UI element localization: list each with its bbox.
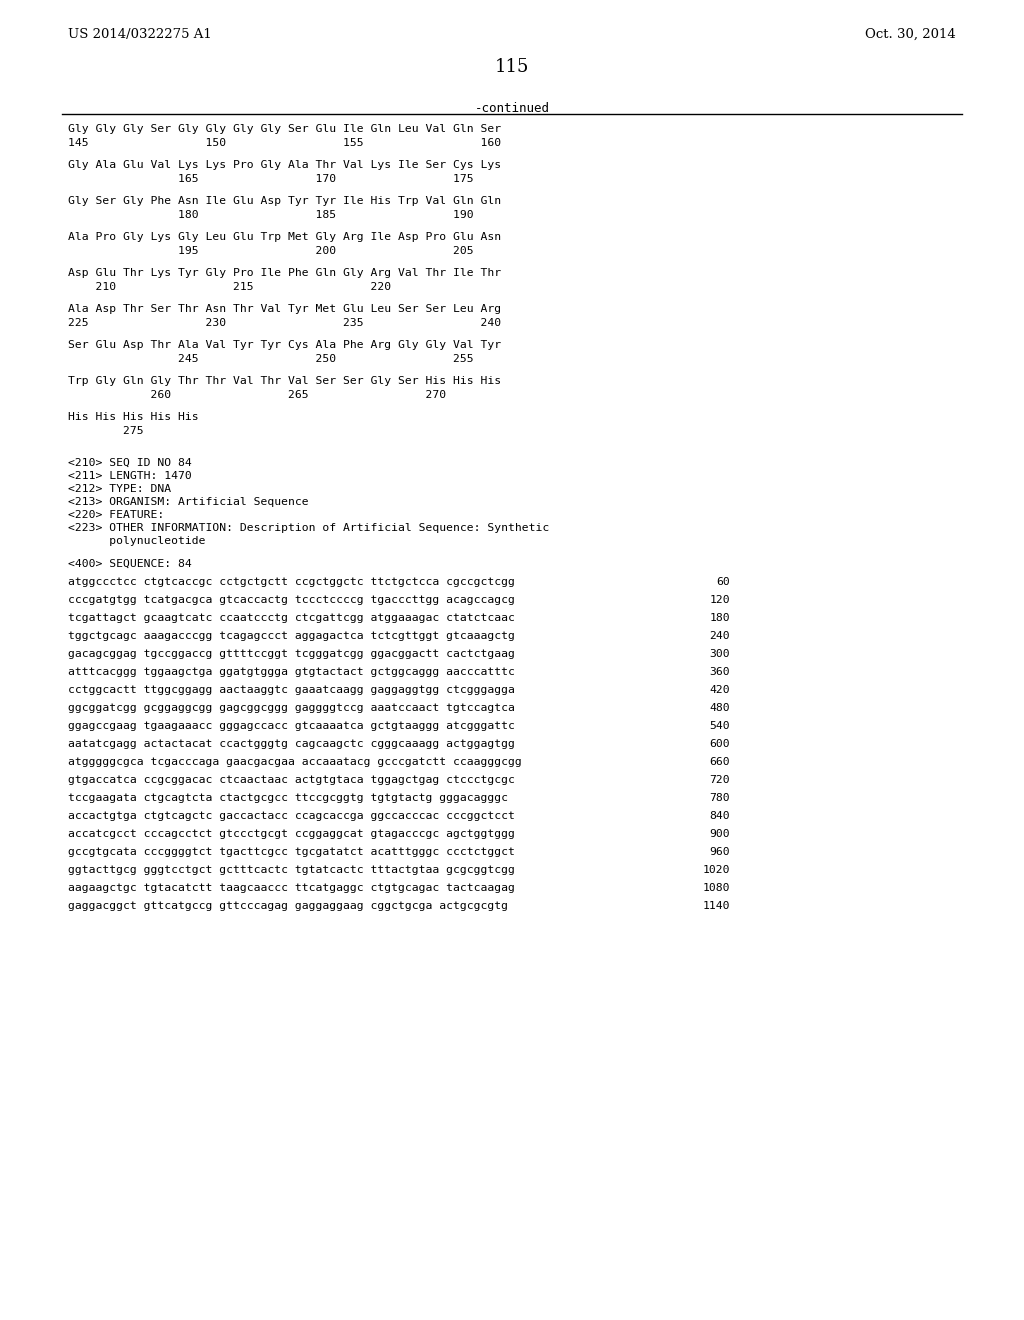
Text: Oct. 30, 2014: Oct. 30, 2014 <box>865 28 956 41</box>
Text: 600: 600 <box>710 739 730 748</box>
Text: 260                 265                 270: 260 265 270 <box>68 389 446 400</box>
Text: 1020: 1020 <box>702 865 730 875</box>
Text: gccgtgcata cccggggtct tgacttcgcc tgcgatatct acatttgggc ccctctggct: gccgtgcata cccggggtct tgacttcgcc tgcgata… <box>68 847 515 857</box>
Text: 145                 150                 155                 160: 145 150 155 160 <box>68 139 501 148</box>
Text: <210> SEQ ID NO 84: <210> SEQ ID NO 84 <box>68 458 191 469</box>
Text: 210                 215                 220: 210 215 220 <box>68 282 391 292</box>
Text: cccgatgtgg tcatgacgca gtcaccactg tccctccccg tgacccttgg acagccagcg: cccgatgtgg tcatgacgca gtcaccactg tccctcc… <box>68 595 515 605</box>
Text: atttcacggg tggaagctga ggatgtggga gtgtactact gctggcaggg aacccatttc: atttcacggg tggaagctga ggatgtggga gtgtact… <box>68 667 515 677</box>
Text: <220> FEATURE:: <220> FEATURE: <box>68 510 164 520</box>
Text: gacagcggag tgccggaccg gttttccggt tcgggatcgg ggacggactt cactctgaag: gacagcggag tgccggaccg gttttccggt tcgggat… <box>68 649 515 659</box>
Text: cctggcactt ttggcggagg aactaaggtc gaaatcaagg gaggaggtgg ctcgggagga: cctggcactt ttggcggagg aactaaggtc gaaatca… <box>68 685 515 696</box>
Text: tggctgcagc aaagacccgg tcagagccct aggagactca tctcgttggt gtcaaagctg: tggctgcagc aaagacccgg tcagagccct aggagac… <box>68 631 515 642</box>
Text: Asp Glu Thr Lys Tyr Gly Pro Ile Phe Gln Gly Arg Val Thr Ile Thr: Asp Glu Thr Lys Tyr Gly Pro Ile Phe Gln … <box>68 268 501 279</box>
Text: 840: 840 <box>710 810 730 821</box>
Text: <213> ORGANISM: Artificial Sequence: <213> ORGANISM: Artificial Sequence <box>68 498 308 507</box>
Text: 900: 900 <box>710 829 730 840</box>
Text: 960: 960 <box>710 847 730 857</box>
Text: 300: 300 <box>710 649 730 659</box>
Text: 1080: 1080 <box>702 883 730 894</box>
Text: atggccctcc ctgtcaccgc cctgctgctt ccgctggctc ttctgctcca cgccgctcgg: atggccctcc ctgtcaccgc cctgctgctt ccgctgg… <box>68 577 515 587</box>
Text: 245                 250                 255: 245 250 255 <box>68 354 474 364</box>
Text: 275: 275 <box>68 426 143 436</box>
Text: Gly Ala Glu Val Lys Lys Pro Gly Ala Thr Val Lys Ile Ser Cys Lys: Gly Ala Glu Val Lys Lys Pro Gly Ala Thr … <box>68 160 501 170</box>
Text: 1140: 1140 <box>702 902 730 911</box>
Text: <400> SEQUENCE: 84: <400> SEQUENCE: 84 <box>68 558 191 569</box>
Text: 60: 60 <box>716 577 730 587</box>
Text: gtgaccatca ccgcggacac ctcaactaac actgtgtaca tggagctgag ctccctgcgc: gtgaccatca ccgcggacac ctcaactaac actgtgt… <box>68 775 515 785</box>
Text: 195                 200                 205: 195 200 205 <box>68 246 474 256</box>
Text: 480: 480 <box>710 704 730 713</box>
Text: 420: 420 <box>710 685 730 696</box>
Text: 120: 120 <box>710 595 730 605</box>
Text: 780: 780 <box>710 793 730 803</box>
Text: accactgtga ctgtcagctc gaccactacc ccagcaccga ggccacccac cccggctcct: accactgtga ctgtcagctc gaccactacc ccagcac… <box>68 810 515 821</box>
Text: ggagccgaag tgaagaaacc gggagccacc gtcaaaatca gctgtaaggg atcgggattc: ggagccgaag tgaagaaacc gggagccacc gtcaaaa… <box>68 721 515 731</box>
Text: Ala Pro Gly Lys Gly Leu Glu Trp Met Gly Arg Ile Asp Pro Glu Asn: Ala Pro Gly Lys Gly Leu Glu Trp Met Gly … <box>68 232 501 242</box>
Text: -continued: -continued <box>474 102 550 115</box>
Text: Ser Glu Asp Thr Ala Val Tyr Tyr Cys Ala Phe Arg Gly Gly Val Tyr: Ser Glu Asp Thr Ala Val Tyr Tyr Cys Ala … <box>68 341 501 350</box>
Text: ggcggatcgg gcggaggcgg gagcggcggg gaggggtccg aaatccaact tgtccagtca: ggcggatcgg gcggaggcgg gagcggcggg gaggggt… <box>68 704 515 713</box>
Text: 240: 240 <box>710 631 730 642</box>
Text: 225                 230                 235                 240: 225 230 235 240 <box>68 318 501 327</box>
Text: atgggggcgca tcgacccaga gaacgacgaa accaaatacg gcccgatctt ccaagggcgg: atgggggcgca tcgacccaga gaacgacgaa accaaa… <box>68 756 522 767</box>
Text: Gly Gly Gly Ser Gly Gly Gly Gly Ser Glu Ile Gln Leu Val Gln Ser: Gly Gly Gly Ser Gly Gly Gly Gly Ser Glu … <box>68 124 501 135</box>
Text: aagaagctgc tgtacatctt taagcaaccc ttcatgaggc ctgtgcagac tactcaagag: aagaagctgc tgtacatctt taagcaaccc ttcatga… <box>68 883 515 894</box>
Text: accatcgcct cccagcctct gtccctgcgt ccggaggcat gtagacccgc agctggtggg: accatcgcct cccagcctct gtccctgcgt ccggagg… <box>68 829 515 840</box>
Text: 180: 180 <box>710 612 730 623</box>
Text: 180                 185                 190: 180 185 190 <box>68 210 474 220</box>
Text: ggtacttgcg gggtcctgct gctttcactc tgtatcactc tttactgtaa gcgcggtcgg: ggtacttgcg gggtcctgct gctttcactc tgtatca… <box>68 865 515 875</box>
Text: 360: 360 <box>710 667 730 677</box>
Text: Trp Gly Gln Gly Thr Thr Val Thr Val Ser Ser Gly Ser His His His: Trp Gly Gln Gly Thr Thr Val Thr Val Ser … <box>68 376 501 385</box>
Text: 115: 115 <box>495 58 529 77</box>
Text: <211> LENGTH: 1470: <211> LENGTH: 1470 <box>68 471 191 480</box>
Text: 165                 170                 175: 165 170 175 <box>68 174 474 183</box>
Text: 660: 660 <box>710 756 730 767</box>
Text: Gly Ser Gly Phe Asn Ile Glu Asp Tyr Tyr Ile His Trp Val Gln Gln: Gly Ser Gly Phe Asn Ile Glu Asp Tyr Tyr … <box>68 195 501 206</box>
Text: gaggacggct gttcatgccg gttcccagag gaggaggaag cggctgcga actgcgcgtg: gaggacggct gttcatgccg gttcccagag gaggagg… <box>68 902 508 911</box>
Text: 720: 720 <box>710 775 730 785</box>
Text: aatatcgagg actactacat ccactgggtg cagcaagctc cgggcaaagg actggagtgg: aatatcgagg actactacat ccactgggtg cagcaag… <box>68 739 515 748</box>
Text: 540: 540 <box>710 721 730 731</box>
Text: tccgaagata ctgcagtcta ctactgcgcc ttccgcggtg tgtgtactg gggacagggc: tccgaagata ctgcagtcta ctactgcgcc ttccgcg… <box>68 793 508 803</box>
Text: His His His His His: His His His His His <box>68 412 199 422</box>
Text: US 2014/0322275 A1: US 2014/0322275 A1 <box>68 28 212 41</box>
Text: polynucleotide: polynucleotide <box>68 536 206 546</box>
Text: tcgattagct gcaagtcatc ccaatccctg ctcgattcgg atggaaagac ctatctcaac: tcgattagct gcaagtcatc ccaatccctg ctcgatt… <box>68 612 515 623</box>
Text: <223> OTHER INFORMATION: Description of Artificial Sequence: Synthetic: <223> OTHER INFORMATION: Description of … <box>68 523 549 533</box>
Text: <212> TYPE: DNA: <212> TYPE: DNA <box>68 484 171 494</box>
Text: Ala Asp Thr Ser Thr Asn Thr Val Tyr Met Glu Leu Ser Ser Leu Arg: Ala Asp Thr Ser Thr Asn Thr Val Tyr Met … <box>68 304 501 314</box>
